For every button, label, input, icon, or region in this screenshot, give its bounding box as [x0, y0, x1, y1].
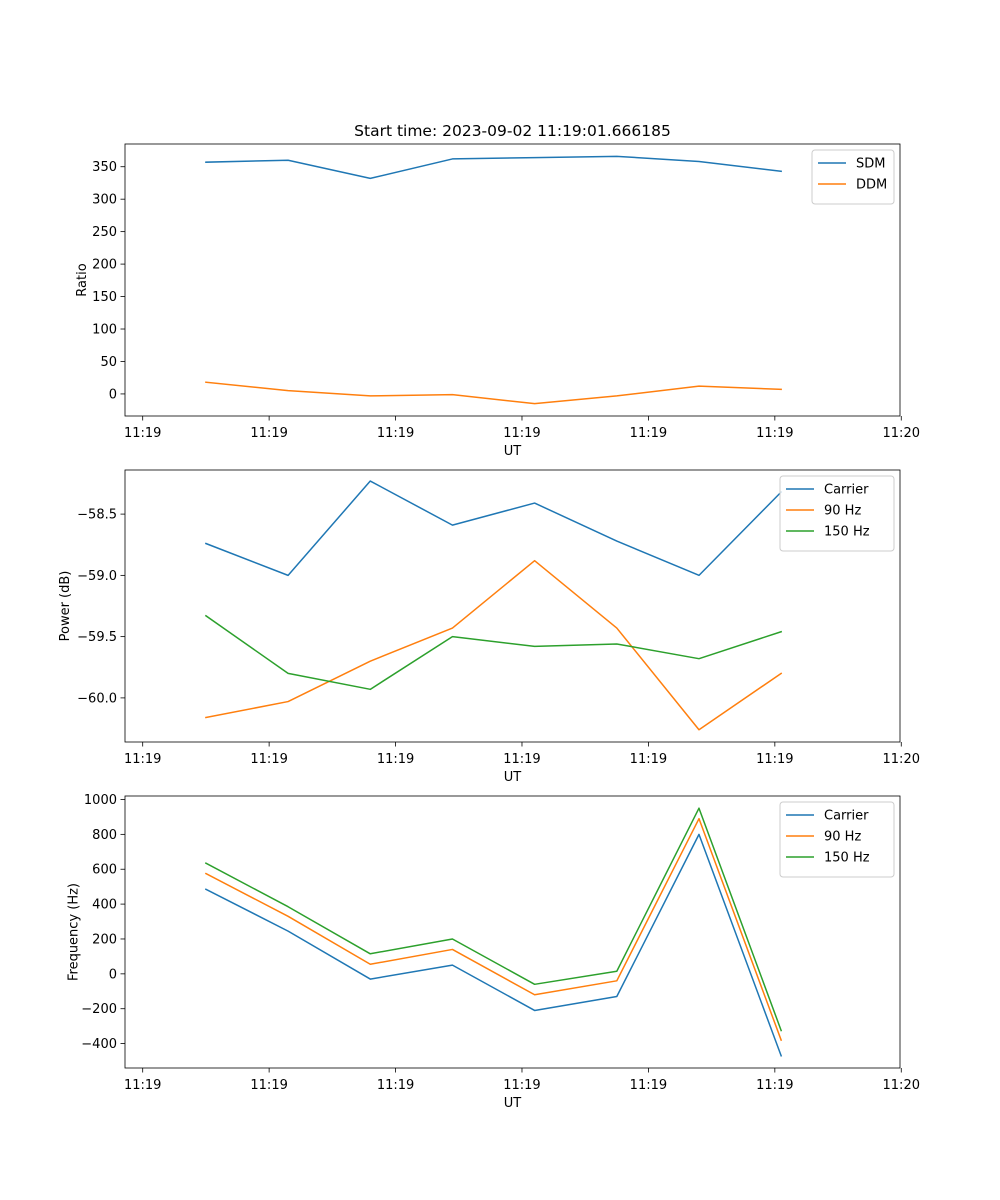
- ratio-x-tick-label: 11:19: [250, 426, 287, 441]
- power-legend-label: 90 Hz: [824, 504, 861, 519]
- ratio-legend-label: SDM: [856, 157, 885, 172]
- power-x-tick-label: 11:19: [756, 752, 793, 767]
- frequency-y-axis-label: Frequency (Hz): [66, 883, 81, 981]
- frequency-y-tick-label: −400: [81, 1037, 117, 1052]
- power-x-tick-label: 11:20: [883, 752, 920, 767]
- power-x-tick-label: 11:19: [377, 752, 414, 767]
- ratio-y-tick-label: 100: [92, 323, 117, 338]
- frequency-y-tick-label: −200: [81, 1002, 117, 1017]
- power-legend-box: [779, 475, 895, 552]
- power-y-tick-label: −58.5: [77, 508, 117, 523]
- ratio-legend: SDM DDM: [811, 149, 895, 205]
- power-legend: Carrier 90 Hz 150 Hz: [779, 475, 895, 552]
- frequency-x-tick-label: 11:20: [883, 1078, 920, 1093]
- frequency-legend-box: [779, 801, 895, 878]
- frequency-y-tick-label: 1000: [84, 793, 117, 808]
- frequency-x-tick-label: 11:19: [124, 1078, 161, 1093]
- frequency-legend-label: Carrier: [824, 809, 869, 824]
- ratio-series-ddm: [205, 381, 782, 405]
- power-y-axis-label: Power (dB): [58, 571, 73, 642]
- power-series-carrier: [204, 480, 783, 577]
- frequency-plot: 11:19 11:19 11:19 11:19 11:19 11:19 11:20 −400 −…: [66, 793, 920, 1111]
- power-x-axis-label: UT: [504, 770, 522, 785]
- frequency-x-tick-label: 11:19: [756, 1078, 793, 1093]
- ratio-y-tick-label: 0: [109, 387, 117, 402]
- power-series-90-hz: [205, 559, 783, 731]
- power-plot: 11:19 11:19 11:19 11:19 11:19 11:19 11:20 −60.0…: [58, 469, 920, 785]
- frequency-y-tick-label: 800: [92, 828, 117, 843]
- power-y-tick-label: −60.0: [77, 691, 117, 706]
- chart-title: Start time: 2023-09-02 11:19:01.666185: [354, 122, 671, 140]
- frequency-series-90-hz: [204, 817, 783, 1042]
- ratio-x-tick-label: 11:19: [756, 426, 793, 441]
- ratio-y-tick-label: 350: [92, 160, 117, 175]
- frequency-x-tick-label: 11:19: [503, 1078, 540, 1093]
- ratio-x-tick-label: 11:19: [503, 426, 540, 441]
- ratio-axes-frame: [124, 143, 901, 417]
- frequency-x-axis-label: UT: [504, 1096, 522, 1111]
- ratio-x-tick-label: 11:19: [377, 426, 414, 441]
- power-y-tick-label: −59.0: [77, 569, 117, 584]
- ratio-x-tick-label: 11:20: [883, 426, 920, 441]
- frequency-series-150-hz: [204, 807, 783, 1032]
- frequency-legend-label: 150 Hz: [824, 851, 870, 866]
- ratio-x-tick-label: 11:19: [124, 426, 161, 441]
- power-x-tick-label: 11:19: [503, 752, 540, 767]
- frequency-legend: Carrier 90 Hz 150 Hz: [779, 801, 895, 878]
- frequency-axes-frame: [124, 795, 901, 1069]
- ratio-series-sdm: [205, 155, 782, 180]
- frequency-x-tick-label: 11:19: [250, 1078, 287, 1093]
- frequency-y-tick-label: 0: [109, 967, 117, 982]
- frequency-x-tick-label: 11:19: [377, 1078, 414, 1093]
- frequency-series-carrier: [204, 833, 783, 1057]
- power-axes-frame: [124, 469, 901, 743]
- power-x-tick-label: 11:19: [250, 752, 287, 767]
- frequency-x-tick-label: 11:19: [630, 1078, 667, 1093]
- ratio-x-tick-label: 11:19: [630, 426, 667, 441]
- ratio-legend-label: DDM: [856, 178, 887, 193]
- ratio-y-tick-label: 300: [92, 193, 117, 208]
- power-y-tick-label: −59.5: [77, 630, 117, 645]
- power-x-tick-label: 11:19: [124, 752, 161, 767]
- ratio-y-tick-label: 250: [92, 225, 117, 240]
- power-legend-label: Carrier: [824, 483, 869, 498]
- ratio-plot: 11:19 11:19 11:19 11:19 11:19 11:19 11:20 0 50 10…: [75, 143, 920, 459]
- power-legend-label: 150 Hz: [824, 525, 870, 540]
- ratio-x-axis-label: UT: [504, 444, 522, 459]
- frequency-y-tick-label: 200: [92, 932, 117, 947]
- frequency-y-tick-label: 600: [92, 863, 117, 878]
- frequency-y-tick-label: 400: [92, 898, 117, 913]
- ratio-y-tick-label: 50: [100, 355, 117, 370]
- ratio-y-axis-label: Ratio: [75, 263, 90, 296]
- frequency-legend-label: 90 Hz: [824, 830, 861, 845]
- ratio-y-tick-label: 150: [92, 290, 117, 305]
- ratio-y-tick-label: 200: [92, 258, 117, 273]
- power-series-150-hz: [204, 614, 783, 691]
- power-x-tick-label: 11:19: [630, 752, 667, 767]
